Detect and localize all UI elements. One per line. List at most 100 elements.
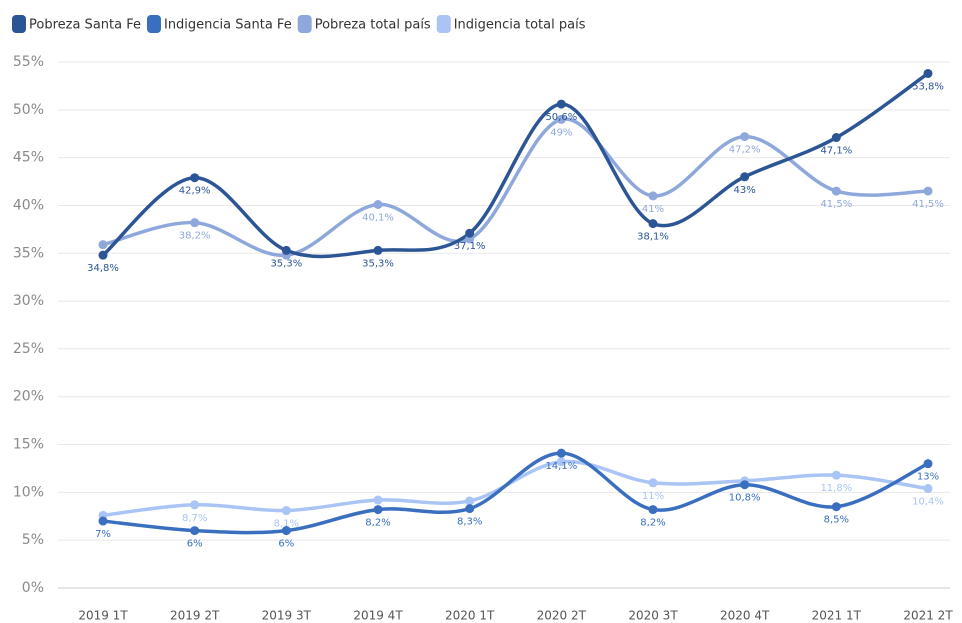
legend-label: Indigencia Santa Fe [164, 18, 292, 33]
data-label: 38,1% [637, 232, 669, 243]
data-point [98, 240, 108, 250]
data-point [740, 132, 750, 142]
data-label: 13% [917, 472, 939, 483]
y-tick-label: 15% [13, 437, 44, 453]
legend-swatch [12, 15, 26, 33]
x-tick-label: 2021 1T [812, 609, 862, 623]
data-label: 40,1% [362, 212, 394, 223]
data-label: 8,2% [365, 518, 390, 529]
data-label: 35,3% [270, 258, 302, 269]
y-tick-label: 55% [13, 54, 44, 70]
y-tick-label: 40% [13, 197, 44, 213]
y-tick-label: 20% [13, 389, 44, 405]
x-tick-label: 2020 2T [537, 609, 587, 623]
data-point [281, 526, 291, 536]
series-line [102, 451, 929, 535]
x-tick-label: 2019 1T [78, 609, 128, 623]
x-tick-label: 2020 1T [445, 609, 495, 623]
data-point [923, 68, 933, 78]
x-tick-label: 2020 4T [720, 609, 770, 623]
series-line [102, 117, 929, 257]
data-point [281, 506, 291, 516]
y-tick-label: 25% [13, 341, 44, 357]
x-tick-label: 2019 4T [353, 609, 403, 623]
data-point [373, 199, 383, 209]
data-point [740, 172, 750, 182]
series-line [102, 459, 929, 518]
data-point [923, 459, 933, 469]
data-point [465, 496, 475, 506]
data-label: 10,4% [912, 497, 944, 508]
legend-label: Indigencia total país [454, 18, 586, 33]
y-tick-label: 45% [13, 150, 44, 166]
data-label: 43% [734, 185, 756, 196]
data-point [648, 191, 658, 201]
data-point [373, 505, 383, 515]
data-point [98, 250, 108, 260]
data-label: 42,9% [179, 186, 211, 197]
legend-label: Pobreza total país [315, 18, 431, 33]
data-point [465, 504, 475, 514]
data-label: 35,3% [362, 258, 394, 269]
data-label: 8,3% [457, 517, 482, 528]
data-label: 8,5% [824, 515, 849, 526]
data-point [98, 516, 108, 526]
data-point [556, 448, 566, 458]
data-label: 49% [550, 127, 572, 138]
data-label: 11% [642, 491, 664, 502]
data-point [648, 478, 658, 488]
data-label: 37,1% [454, 241, 486, 252]
data-point [190, 173, 200, 183]
x-tick-label: 2019 3T [262, 609, 312, 623]
y-tick-label: 30% [13, 293, 44, 309]
data-point [556, 114, 566, 124]
x-tick-label: 2020 3T [628, 609, 678, 623]
data-label: 41% [642, 204, 664, 215]
data-label: 7% [95, 529, 111, 540]
y-tick-label: 35% [13, 245, 44, 261]
data-label: 11,8% [820, 483, 852, 494]
data-point [831, 470, 841, 480]
data-point [923, 186, 933, 196]
y-tick-label: 50% [13, 102, 44, 118]
data-point [190, 500, 200, 510]
data-label: 14,1% [545, 461, 577, 472]
y-tick-label: 0% [22, 580, 44, 596]
legend-swatch [436, 15, 451, 33]
data-point [556, 99, 566, 109]
y-tick-label: 5% [22, 532, 44, 548]
data-label: 41,5% [912, 199, 944, 210]
data-point [648, 505, 658, 515]
legend-label: Pobreza Santa Fe [29, 18, 141, 33]
data-label: 34,8% [87, 263, 119, 274]
data-label: 50,6% [545, 112, 577, 123]
data-label: 47,2% [729, 145, 761, 156]
data-label: 41,5% [820, 199, 852, 210]
data-label: 53,8% [912, 81, 944, 92]
data-label: 6% [187, 539, 203, 550]
data-point [373, 245, 383, 255]
data-point [281, 245, 291, 255]
data-label: 8,2% [640, 518, 665, 529]
data-point [648, 219, 658, 229]
data-point [740, 480, 750, 490]
data-point [373, 495, 383, 505]
x-tick-label: 2021 2T [903, 609, 953, 623]
data-point [831, 502, 841, 512]
data-label: 47,1% [820, 146, 852, 157]
data-point [923, 484, 933, 494]
data-label: 10,8% [729, 493, 761, 504]
series-line [101, 72, 930, 259]
data-point [465, 228, 475, 238]
data-point [190, 526, 200, 536]
legend-swatch [297, 15, 312, 33]
data-label: 8,7% [182, 513, 207, 524]
x-tick-label: 2019 2T [170, 609, 220, 623]
data-point [556, 457, 566, 467]
data-label: 38,2% [179, 231, 211, 242]
data-label: 8,1% [274, 519, 299, 530]
data-label: 6% [278, 539, 294, 550]
data-point [831, 186, 841, 196]
data-point [190, 218, 200, 228]
